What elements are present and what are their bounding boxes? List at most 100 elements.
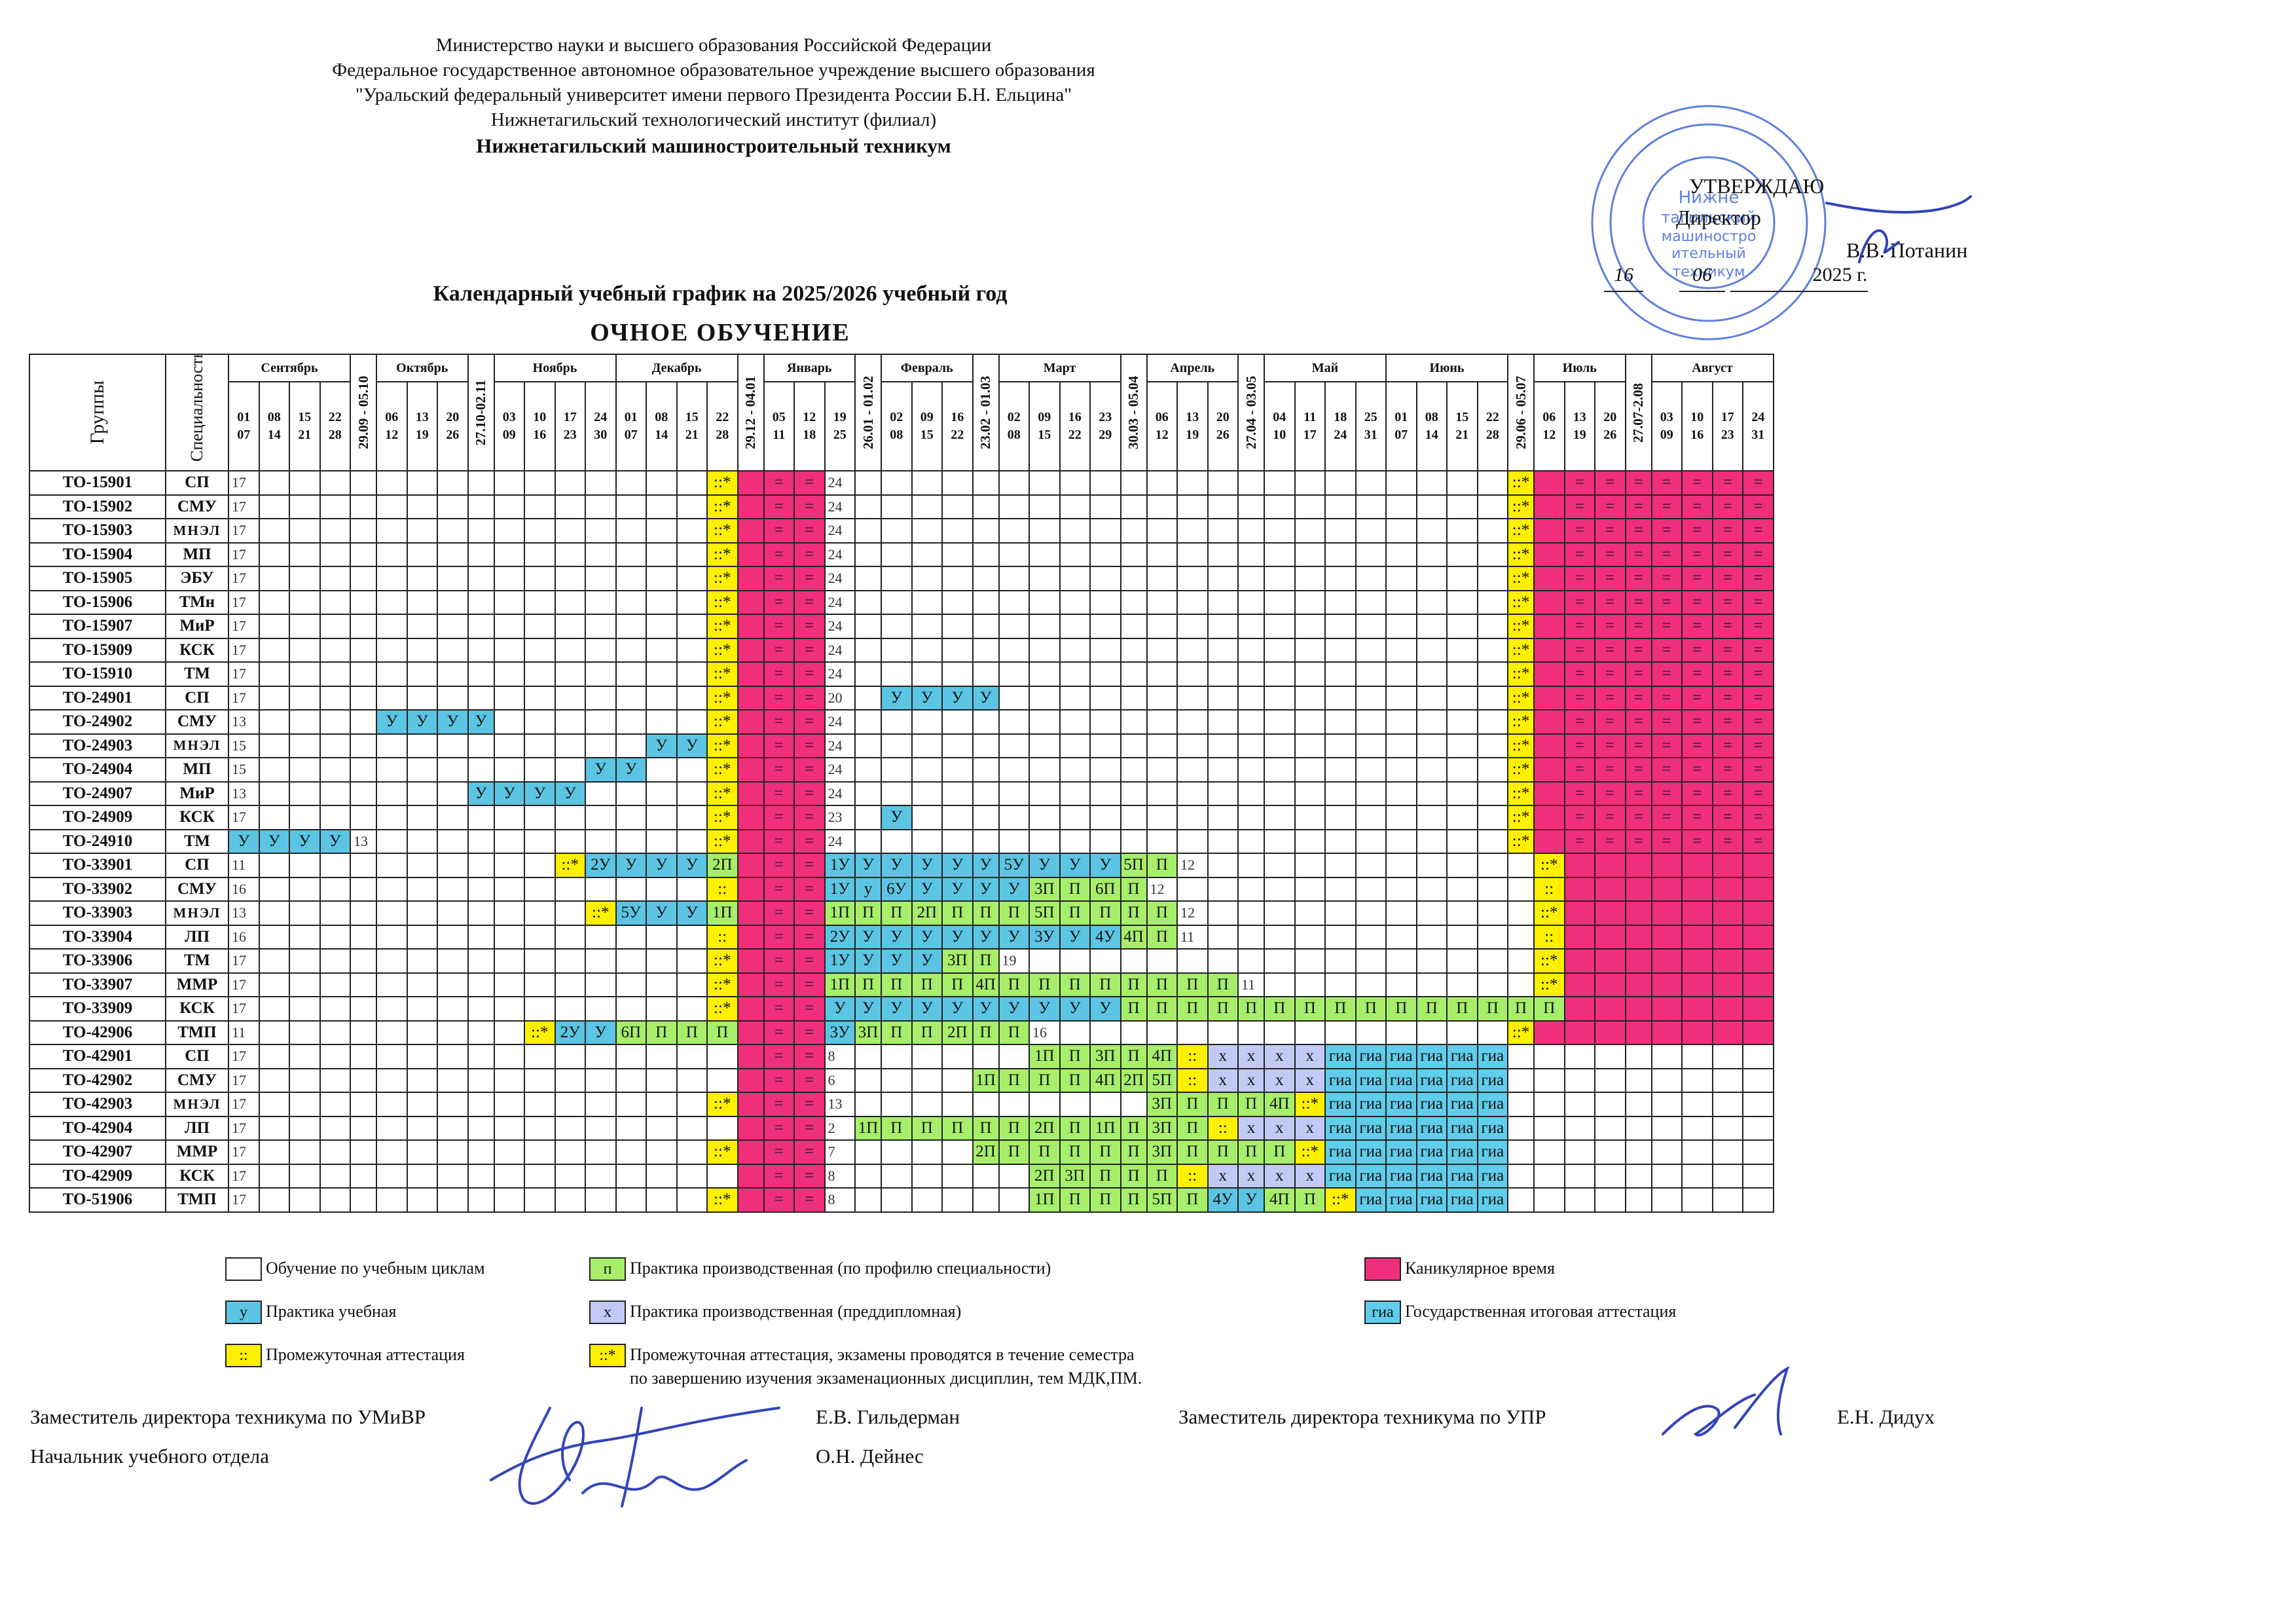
schedule-cell: П — [1355, 996, 1387, 1022]
schedule-cell — [554, 1044, 586, 1069]
schedule-cell: 2П — [1120, 1067, 1148, 1093]
schedule-cell — [585, 1187, 617, 1213]
schedule-cell — [1089, 518, 1121, 544]
svg-text:ительный: ительный — [1671, 246, 1746, 262]
schedule-cell — [1176, 566, 1209, 591]
schedule-cell: П — [998, 900, 1030, 926]
schedule-cell — [1237, 853, 1265, 878]
group-code: ТО-15904 — [29, 542, 166, 567]
schedule-cell — [376, 685, 408, 710]
week-header: 20 26 — [1207, 381, 1239, 471]
schedule-cell — [1176, 876, 1209, 902]
schedule-cell — [1324, 614, 1357, 639]
schedule-cell: х — [1294, 1115, 1326, 1141]
schedule-cell — [1415, 972, 1448, 997]
schedule-cell: П — [1264, 1139, 1296, 1165]
schedule-cell: = — [1563, 637, 1595, 663]
schedule-cell: П — [1059, 1067, 1091, 1093]
schedule-cell — [676, 948, 708, 974]
schedule-cell: = — [1563, 614, 1595, 639]
schedule-cell: П — [1059, 1187, 1091, 1213]
schedule-cell — [524, 637, 556, 663]
schedule-cell: = — [1711, 637, 1743, 663]
schedule-cell — [1446, 805, 1478, 830]
schedule-cell: = — [1650, 828, 1683, 854]
month-header: Сентябрь — [228, 354, 351, 382]
week-range-label: 27.07-2.08 — [1630, 382, 1646, 443]
schedule-cell: гиа — [1446, 1139, 1478, 1165]
group-code: ТО-51906 — [29, 1187, 166, 1213]
schedule-cell — [1059, 828, 1091, 854]
schedule-cell: У — [1089, 853, 1121, 878]
schedule-cell — [881, 1044, 913, 1069]
schedule-cell — [1324, 542, 1357, 567]
schedule-cell — [406, 518, 438, 544]
schedule-cell: ::* — [1507, 661, 1535, 687]
schedule-cell: = — [763, 1044, 795, 1069]
schedule-cell: х — [1264, 1163, 1296, 1189]
schedule-cell — [1594, 900, 1626, 926]
schedule-cell — [1237, 614, 1265, 639]
schedule-cell — [406, 948, 438, 974]
schedule-cell: = — [793, 589, 826, 615]
schedule-cell — [1415, 566, 1448, 591]
schedule-cell — [1415, 1020, 1448, 1045]
week-header: 12 18 — [793, 381, 826, 471]
schedule-cell — [350, 1187, 377, 1213]
schedule-cell — [493, 924, 525, 950]
schedule-cell — [1711, 1067, 1743, 1093]
schedule-cell — [1237, 494, 1265, 519]
schedule-cell — [319, 1115, 351, 1141]
schedule-cell — [737, 709, 765, 735]
schedule-cell — [1207, 900, 1239, 926]
schedule-cell: У — [911, 876, 943, 902]
schedule-cell — [1029, 805, 1061, 830]
schedule-cell: 4П — [1146, 1044, 1178, 1069]
schedule-cell: = — [793, 1139, 826, 1165]
schedule-cell — [941, 1044, 974, 1069]
schedule-cell — [1476, 805, 1508, 830]
schedule-cell — [467, 1163, 495, 1189]
schedule-cell: = — [793, 900, 826, 926]
schedule-cell — [881, 1139, 913, 1165]
schedule-cell — [1089, 948, 1121, 974]
schedule-cell: П — [1146, 924, 1178, 950]
schedule-cell — [524, 924, 556, 950]
schedule-cell: = — [763, 876, 795, 902]
schedule-cell — [881, 733, 913, 758]
schedule-cell — [585, 948, 617, 974]
schedule-cell: = — [1650, 757, 1683, 783]
schedule-cell — [554, 972, 586, 997]
schedule-cell: 2П — [1029, 1163, 1061, 1189]
schedule-cell: 17 — [228, 1139, 260, 1165]
schedule-cell: = — [1650, 637, 1683, 663]
specialty-code: ЛП — [165, 924, 229, 950]
schedule-cell: 5П — [1146, 1067, 1178, 1093]
schedule-cell — [1681, 876, 1713, 902]
schedule-cell — [289, 948, 321, 974]
schedule-cell — [585, 876, 617, 902]
schedule-cell: 24 — [824, 542, 856, 567]
schedule-cell: = — [793, 614, 826, 639]
schedule-cell — [437, 566, 469, 591]
schedule-cell: ::* — [1533, 900, 1565, 926]
schedule-cell — [554, 805, 586, 830]
week-header: 16 22 — [941, 381, 974, 471]
schedule-cell — [615, 924, 647, 950]
schedule-cell — [467, 757, 495, 783]
schedule-cell — [1355, 924, 1387, 950]
schedule-cell — [554, 614, 586, 639]
schedule-cell — [258, 853, 290, 878]
schedule-cell — [1324, 757, 1357, 783]
schedule-cell — [854, 828, 882, 854]
specialty-code: КСК — [165, 637, 229, 663]
schedule-cell: = — [1711, 685, 1743, 710]
schedule-cell: = — [1711, 828, 1743, 854]
schedule-cell: = — [1594, 566, 1626, 591]
schedule-cell: = — [1563, 733, 1595, 758]
schedule-cell — [524, 1115, 556, 1141]
schedule-cell: У — [972, 996, 1000, 1022]
schedule-cell: = — [793, 1044, 826, 1069]
schedule-cell — [1446, 661, 1478, 687]
schedule-cell — [1711, 1187, 1743, 1213]
